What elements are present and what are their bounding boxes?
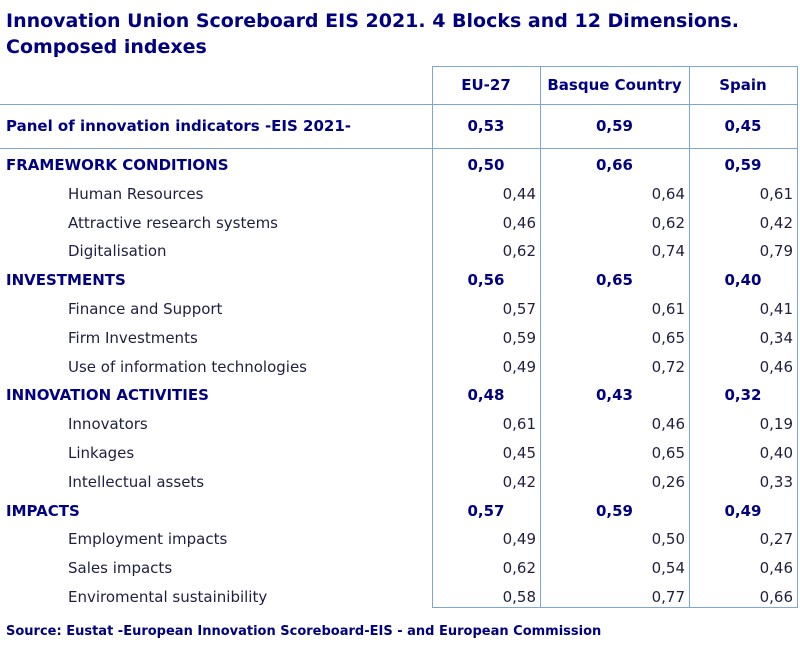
header-top-border: [432, 66, 798, 67]
total-row-border: [0, 148, 798, 149]
value-cell: 0,59: [724, 156, 762, 174]
value-cell: 0,44: [502, 184, 536, 203]
value-cell: 0,45: [724, 117, 762, 135]
value-cell: 0,40: [759, 444, 793, 462]
value-cell: 0,50: [467, 156, 505, 174]
row-label: Finance and Support: [68, 300, 223, 318]
value-cell: 0,46: [502, 213, 536, 232]
total-row: Panel of innovation indicators -EIS 2021…: [0, 112, 800, 141]
column-divider: [432, 66, 433, 608]
value-cell: 0,40: [724, 271, 762, 290]
row-label: Use of information technologies: [68, 357, 307, 376]
row-label: Employment impacts: [68, 530, 228, 549]
value-cell: 0,42: [502, 472, 536, 491]
dimension-row: Firm Investments 0,59 0,65 0,34: [0, 324, 800, 353]
table-bottom-border: [432, 607, 798, 608]
value-cell: 0,33: [759, 472, 793, 491]
column-header-eu27: EU-27: [461, 76, 511, 94]
value-cell: 0,48: [467, 386, 505, 405]
value-cell: 0,66: [759, 588, 793, 606]
value-cell: 0,62: [502, 559, 536, 578]
value-cell: 0,46: [651, 415, 685, 434]
row-label: Linkages: [68, 444, 135, 462]
row-label: Human Resources: [68, 184, 204, 203]
value-cell: 0,65: [651, 444, 685, 462]
column-divider: [540, 66, 541, 608]
dimension-row: Attractive research systems 0,46 0,62 0,42: [0, 209, 800, 238]
value-cell: 0,56: [467, 271, 505, 290]
value-cell: 0,74: [651, 242, 685, 261]
value-cell: 0,49: [502, 530, 536, 549]
row-label: Digitalisation: [68, 242, 167, 261]
value-cell: 0,26: [651, 472, 685, 491]
value-cell: 0,62: [502, 242, 536, 261]
value-cell: 0,42: [759, 213, 793, 232]
row-label: FRAMEWORK CONDITIONS: [6, 156, 229, 174]
value-cell: 0,79: [759, 242, 793, 261]
value-cell: 0,59: [595, 501, 633, 520]
row-label: INNOVATION ACTIVITIES: [6, 386, 209, 405]
dimension-row: Human Resources 0,44 0,64 0,61: [0, 180, 800, 209]
block-row: IMPACTS 0,57 0,59 0,49: [0, 497, 800, 526]
value-cell: 0,34: [759, 328, 793, 347]
table-title: Innovation Union Scoreboard EIS 2021. 4 …: [6, 10, 739, 58]
value-cell: 0,61: [759, 184, 793, 203]
value-cell: 0,41: [759, 300, 793, 318]
row-label: Panel of innovation indicators -EIS 2021…: [6, 117, 351, 135]
value-cell: 0,49: [502, 357, 536, 376]
value-cell: 0,62: [651, 213, 685, 232]
dimension-row: Digitalisation 0,62 0,74 0,79: [0, 237, 800, 266]
value-cell: 0,49: [724, 501, 762, 520]
value-cell: 0,58: [502, 588, 536, 606]
column-header-basque-country: Basque Country: [547, 76, 682, 94]
value-cell: 0,27: [759, 530, 793, 549]
block-row: INNOVATION ACTIVITIES 0,48 0,43 0,32: [0, 381, 800, 410]
value-cell: 0,61: [651, 300, 685, 318]
header-bottom-border: [0, 104, 798, 105]
row-label: Sales impacts: [68, 559, 173, 578]
column-header-spain: Spain: [719, 76, 767, 94]
value-cell: 0,77: [651, 588, 685, 606]
dimension-row: Use of information technologies 0,49 0,72 0…: [0, 353, 800, 382]
table-header: EU-27 Basque Country Spain: [0, 66, 800, 104]
dimension-row: Intellectual assets 0,42 0,26 0,33: [0, 468, 800, 497]
value-cell: 0,72: [651, 357, 685, 376]
value-cell: 0,45: [502, 444, 536, 462]
dimension-row: Linkages 0,45 0,65 0,40: [0, 439, 800, 468]
value-cell: 0,64: [651, 184, 685, 203]
value-cell: 0,57: [467, 501, 505, 520]
source-note: Source: Eustat -European Innovation Scor…: [6, 624, 602, 639]
dimension-row: Sales impacts 0,62 0,54 0,46: [0, 554, 800, 583]
column-divider: [689, 66, 690, 608]
value-cell: 0,54: [651, 559, 685, 578]
value-cell: 0,66: [595, 156, 633, 174]
value-cell: 0,46: [759, 357, 793, 376]
value-cell: 0,65: [595, 271, 633, 290]
value-cell: 0,65: [651, 328, 685, 347]
dimension-row: Finance and Support 0,57 0,61 0,41: [0, 295, 800, 324]
row-label: Attractive research systems: [68, 213, 278, 232]
value-cell: 0,32: [724, 386, 762, 405]
dimension-row: Enviromental sustainibility 0,58 0,77 0,66: [0, 583, 800, 612]
dimension-row: Innovators 0,61 0,46 0,19: [0, 410, 800, 439]
row-label: Innovators: [68, 415, 148, 434]
column-divider: [797, 66, 798, 608]
value-cell: 0,57: [502, 300, 536, 318]
value-cell: 0,61: [502, 415, 536, 434]
block-row: FRAMEWORK CONDITIONS 0,50 0,66 0,59: [0, 151, 800, 180]
block-row: INVESTMENTS 0,56 0,65 0,40: [0, 266, 800, 295]
row-label: IMPACTS: [6, 501, 80, 520]
value-cell: 0,53: [467, 117, 505, 135]
row-label: Intellectual assets: [68, 472, 205, 491]
row-label: Enviromental sustainibility: [68, 588, 268, 606]
value-cell: 0,46: [759, 559, 793, 578]
dimension-row: Employment impacts 0,49 0,50 0,27: [0, 525, 800, 554]
value-cell: 0,59: [502, 328, 536, 347]
row-label: Firm Investments: [68, 328, 198, 347]
value-cell: 0,19: [759, 415, 793, 434]
row-label: INVESTMENTS: [6, 271, 126, 290]
value-cell: 0,43: [595, 386, 633, 405]
value-cell: 0,50: [651, 530, 685, 549]
value-cell: 0,59: [595, 117, 633, 135]
